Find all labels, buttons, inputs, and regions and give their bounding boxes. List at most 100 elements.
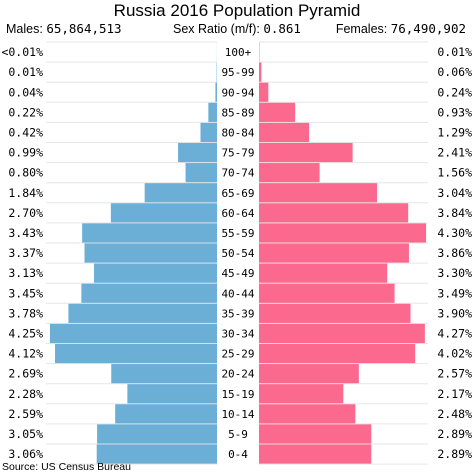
age-group-label: 50-54 (221, 247, 254, 260)
female-percent-label: 2.57% (437, 367, 472, 381)
age-group-label: 100+ (225, 46, 252, 59)
female-percent-label: 2.41% (437, 146, 472, 160)
age-group-label: 55-59 (221, 227, 254, 240)
male-bar (185, 163, 217, 183)
male-percent-label: 0.99% (8, 146, 43, 160)
male-bar (82, 223, 217, 243)
female-bar (259, 122, 310, 143)
female-percent-label: 2.89% (437, 427, 472, 441)
male-bar (178, 142, 217, 163)
male-bar (144, 183, 217, 203)
age-group-label: 75-79 (221, 147, 254, 160)
female-percent-label: 3.30% (437, 266, 472, 280)
chart-title: Russia 2016 Population Pyramid (113, 1, 361, 20)
female-percent-label: 3.86% (437, 246, 472, 260)
male-bar (115, 404, 217, 424)
male-percent-label: 3.05% (8, 427, 43, 441)
male-percent-label: 3.06% (8, 447, 43, 461)
male-percent-label: 3.43% (8, 226, 43, 240)
sex-ratio-header: Sex Ratio (m/f): 0.861 (0, 21, 474, 37)
age-group-label: 60-64 (221, 207, 254, 220)
age-group-label: 95-99 (221, 66, 254, 79)
male-percent-label: 0.42% (8, 125, 43, 139)
sex-ratio-label: Sex Ratio (m/f): (173, 22, 260, 36)
female-percent-label: 4.02% (437, 347, 472, 361)
female-percent-label: 2.89% (437, 447, 472, 461)
female-percent-label: 1.56% (437, 166, 472, 180)
female-percent-label: 2.48% (437, 407, 472, 421)
age-group-label: 20-24 (221, 368, 254, 381)
male-percent-label: 0.22% (8, 105, 43, 119)
female-bar (259, 424, 372, 444)
male-percent-label: 4.25% (8, 326, 43, 340)
male-percent-label: 1.84% (8, 186, 43, 200)
male-percent-label: 3.78% (8, 306, 43, 320)
male-bar (111, 364, 217, 384)
female-percent-label: 3.84% (437, 206, 472, 220)
female-bar (259, 102, 296, 122)
male-percent-label: 3.45% (8, 286, 43, 300)
female-bar (259, 203, 409, 223)
male-bar (127, 384, 217, 404)
male-percent-label: 4.12% (8, 347, 43, 361)
female-bar (259, 343, 416, 364)
female-bar (259, 243, 409, 263)
female-bar (259, 303, 411, 323)
source-note: Source: US Census Bureau (2, 461, 131, 473)
female-percent-label: 4.27% (437, 326, 472, 340)
age-group-label: 0-4 (228, 448, 248, 461)
female-bar (259, 263, 388, 283)
males-label: Males: (6, 22, 43, 36)
age-group-label: 90-94 (221, 86, 254, 99)
male-bar (81, 283, 218, 303)
males-total: 65,864,513 (46, 21, 122, 36)
female-percent-label: 3.49% (437, 286, 472, 300)
male-percent-label: 2.70% (8, 206, 43, 220)
age-group-label: 5-9 (228, 428, 248, 441)
age-group-label: 15-19 (221, 388, 254, 401)
female-percent-label: 3.04% (437, 186, 472, 200)
male-percent-label: 0.80% (8, 166, 43, 180)
male-bar (96, 444, 217, 464)
male-bar (200, 122, 217, 143)
age-group-label: 70-74 (221, 167, 254, 180)
female-bar (259, 323, 425, 344)
female-bar (259, 444, 372, 464)
male-percent-label: 0.04% (8, 85, 43, 99)
age-group-label: 40-44 (221, 287, 254, 300)
age-group-label: 10-14 (221, 408, 254, 421)
female-percent-label: 0.24% (437, 85, 472, 99)
male-bar (49, 323, 218, 344)
female-bar (259, 404, 356, 424)
male-percent-label: 3.13% (8, 266, 43, 280)
female-bar (259, 142, 353, 163)
males-total-header: Males: 65,864,513 (6, 21, 122, 37)
age-group-label: 35-39 (221, 307, 254, 320)
male-percent-label: <0.01% (1, 45, 43, 59)
female-bar (259, 62, 262, 82)
male-bar (97, 424, 217, 444)
male-bar (110, 203, 217, 223)
female-bar (259, 163, 320, 183)
females-total-header: Females: 76,490,902 (336, 21, 466, 37)
female-percent-label: 0.06% (437, 65, 472, 79)
female-percent-label: 4.30% (437, 226, 472, 240)
female-bar (259, 283, 395, 303)
female-percent-label: 1.29% (437, 125, 472, 139)
female-percent-label: 2.17% (437, 387, 472, 401)
female-percent-label: 0.01% (437, 45, 472, 59)
male-bar (208, 102, 217, 122)
male-percent-label: 2.28% (8, 387, 43, 401)
female-bar (259, 384, 344, 404)
female-percent-label: 3.90% (437, 306, 472, 320)
female-bar (259, 364, 359, 384)
male-bar (215, 82, 217, 102)
age-group-label: 65-69 (221, 187, 254, 200)
age-group-label: 25-29 (221, 348, 254, 361)
female-percent-label: 0.93% (437, 105, 472, 119)
male-bar (68, 303, 218, 323)
male-percent-label: 2.69% (8, 367, 43, 381)
male-percent-label: 0.01% (8, 65, 43, 79)
age-group-label: 85-89 (221, 106, 254, 119)
